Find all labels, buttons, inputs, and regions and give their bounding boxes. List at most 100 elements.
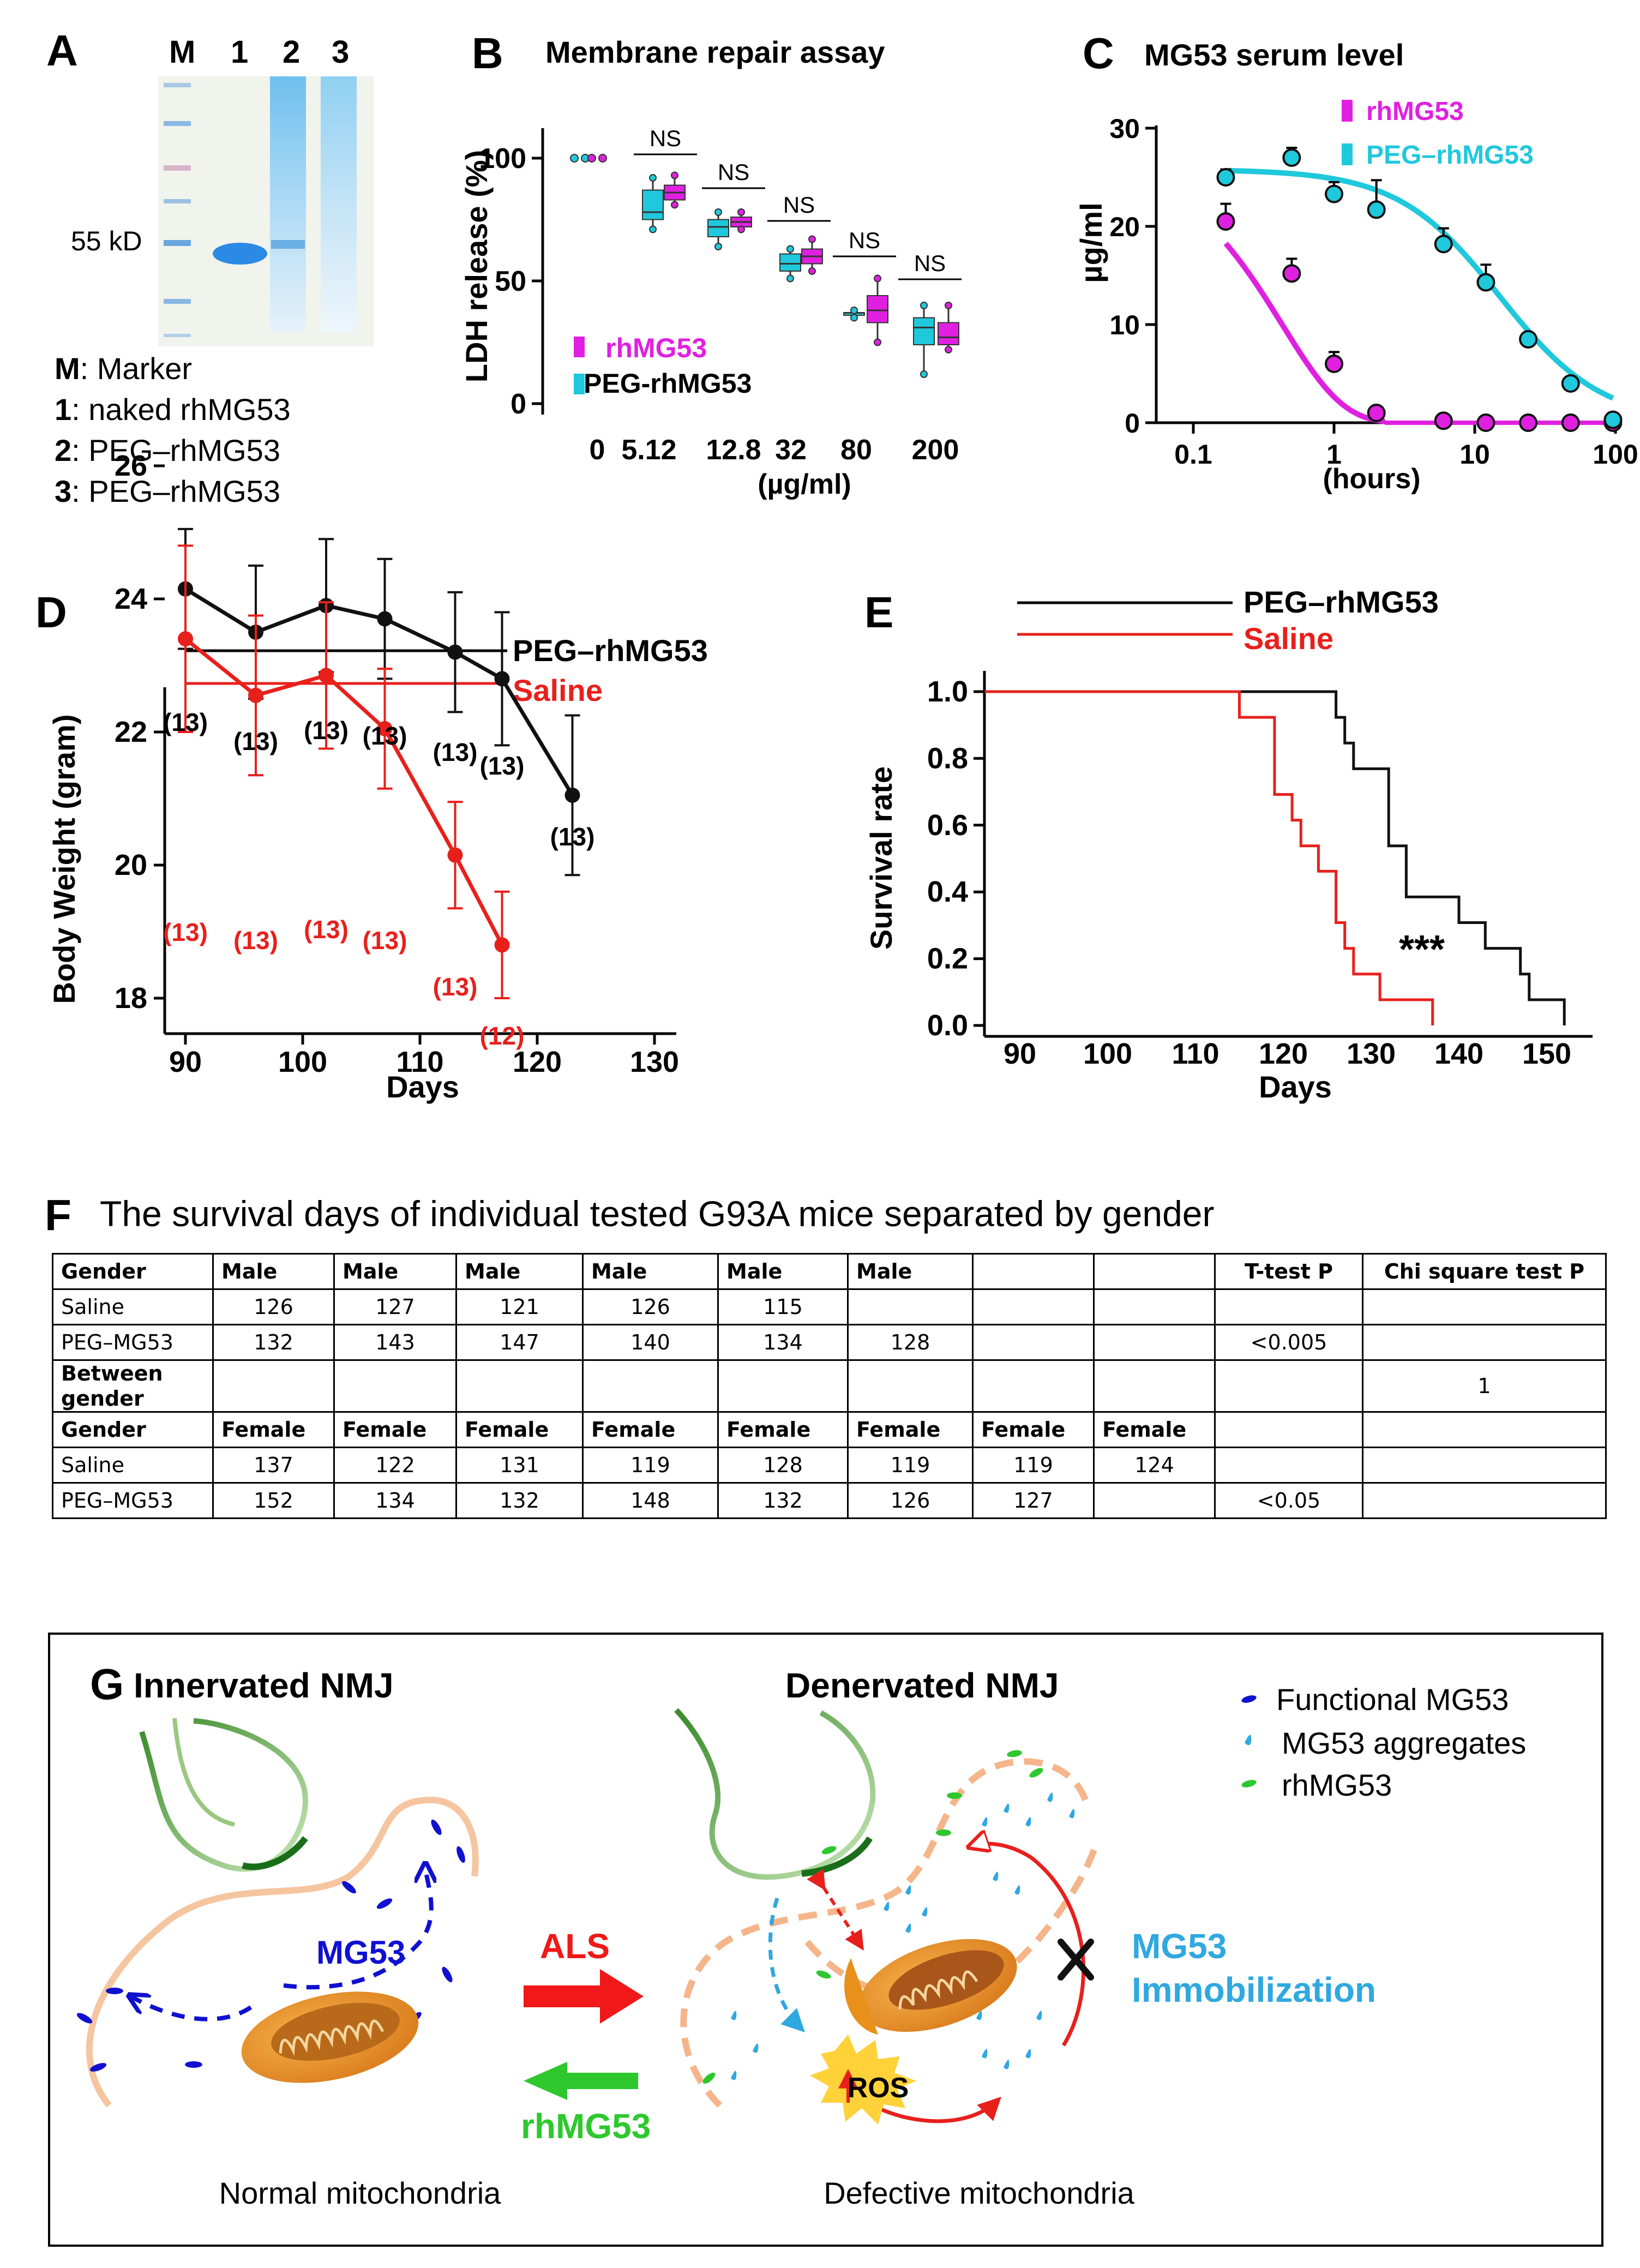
- panel-b-point: [649, 174, 657, 182]
- lane-label-1: 1: [231, 34, 248, 70]
- innervated-nmj-illustration: MG53 Normal mitochondria: [76, 1718, 501, 2210]
- table-cell: [1214, 1411, 1363, 1448]
- panel-c-point: [1603, 410, 1623, 429]
- table-cell: Male: [333, 1253, 457, 1290]
- table-cell: [972, 1288, 1095, 1325]
- table-cell: [717, 1359, 849, 1413]
- legend-text-2: : PEG–rhMG53: [71, 433, 280, 467]
- panel-b-point: [850, 307, 858, 314]
- panel-d-xtick-label: 90: [169, 1046, 202, 1078]
- survival-days-table: Gender Male Male Male Male Male Male T-test P Ch…: [52, 1253, 1607, 1519]
- table-cell: 119: [582, 1447, 719, 1484]
- panel-e-curve-peg: [984, 690, 1566, 1025]
- panel-d-xlabel: Days: [386, 1070, 459, 1104]
- panel-c-point: [1282, 264, 1301, 283]
- panel-d-xtick-label: 110: [396, 1046, 443, 1078]
- table-cell: 148: [582, 1482, 719, 1519]
- marker-ladder: [164, 83, 191, 337]
- panel-d-n-label-saline: (13): [233, 926, 278, 955]
- panel-c-ytick-label: 10: [1109, 310, 1140, 340]
- legend-key-2: 2: [55, 433, 71, 467]
- table-cell: [212, 1359, 335, 1413]
- blocked-x-icon: [1058, 1939, 1094, 1981]
- table-cell: Male: [847, 1253, 974, 1290]
- panel-b-point: [874, 274, 881, 283]
- panel-d-n-label-peg: (13): [433, 738, 478, 766]
- legend-key-m: M: [55, 351, 80, 386]
- panel-e-legend-peg: PEG–rhMG53: [1243, 585, 1439, 619]
- panel-d-n-label-peg: (13): [550, 823, 595, 851]
- table-row: Saline 126 127 121 126 115: [52, 1288, 1607, 1325]
- panel-d-legend-saline: Saline: [513, 673, 603, 707]
- panel-a: A M 1 2 3 55 kD M: Marker 1: naked rhMG5…: [46, 26, 374, 508]
- panel-b-xlabel: (µg/ml): [758, 469, 851, 500]
- panel-d-n-label-peg: (13): [363, 722, 407, 750]
- panel-a-letter: A: [46, 26, 78, 75]
- panel-d-n-label-saline: (13): [433, 973, 478, 1001]
- lane-label-3: 3: [332, 34, 349, 70]
- panel-g-legend-functional: Functional MG53: [1276, 1682, 1509, 1717]
- panel-b-xtick-label: 12.8: [706, 434, 761, 466]
- table-cell: Between gender: [52, 1359, 214, 1413]
- panel-g-right-caption: Defective mitochondria: [824, 2176, 1134, 2210]
- panel-e-xlabel: Days: [1259, 1070, 1332, 1104]
- panel-b-xtick-label: 0: [590, 434, 605, 466]
- panel-d-point: [319, 668, 334, 683]
- panel-c-point: [1519, 330, 1538, 349]
- table-cell: [847, 1288, 974, 1325]
- panel-b-point: [850, 314, 858, 322]
- panel-b-ns-label: NS: [914, 250, 946, 276]
- rhmg53-legend-icon: [1241, 1780, 1257, 1787]
- table-row: Between gender 1: [52, 1359, 1607, 1413]
- panel-d-legend-peg: PEG–rhMG53: [513, 633, 708, 668]
- panel-b-point: [786, 245, 794, 253]
- panel-c-point: [1476, 413, 1495, 432]
- defective-mitochondrion-icon: [844, 1939, 1017, 2035]
- table-cell: [972, 1359, 1095, 1413]
- panel-d-point: [248, 687, 263, 703]
- panel-d-n-label-peg: (13): [480, 752, 525, 780]
- table-cell: Female: [972, 1411, 1095, 1448]
- svg-text:2: PEG–rhMG53: 2: PEG–rhMG53: [55, 433, 280, 467]
- panel-b-legend-swatch-peg: [574, 374, 585, 394]
- table-cell: [582, 1359, 719, 1413]
- table-row: PEG–MG53 152 134 132 148 132 126 127 <0.05: [52, 1482, 1607, 1519]
- normal-mitochondrion-icon: [241, 1991, 419, 2083]
- panel-d-point: [447, 847, 463, 863]
- panel-e-ytick-label: 0.0: [927, 1009, 968, 1042]
- panel-b-point: [945, 346, 952, 353]
- panel-b-point: [786, 274, 794, 283]
- panel-c-letter: C: [1083, 29, 1114, 77]
- table-cell: 132: [717, 1482, 849, 1519]
- panel-c-ytick-label: 30: [1109, 113, 1140, 144]
- panel-e-xtick-label: 130: [1347, 1037, 1396, 1070]
- table-cell: 121: [455, 1288, 584, 1325]
- panel-b-box: [938, 322, 959, 345]
- panel-e-ytick-label: 0.2: [927, 943, 968, 975]
- table-cell: 126: [582, 1288, 719, 1325]
- panel-b: B Membrane repair assay LDH release (%) …: [459, 29, 962, 500]
- panel-c-legend-swatch-rhmg53: [1342, 100, 1353, 122]
- panel-e-xtick-label: 90: [1004, 1037, 1036, 1070]
- table-cell: Female: [1093, 1411, 1216, 1448]
- table-cell: Female: [582, 1411, 719, 1448]
- table-cell: Female: [847, 1411, 974, 1448]
- panel-d-point: [377, 611, 393, 627]
- panel-d-ytick-label: 22: [115, 716, 147, 748]
- panel-e-ytick-label: 0.8: [927, 742, 968, 775]
- panel-c-ytick-label: 20: [1109, 212, 1140, 242]
- panel-e-legend-saline: Saline: [1243, 621, 1333, 656]
- table-cell: [1093, 1253, 1216, 1290]
- panel-c-point: [1561, 413, 1580, 432]
- panel-d-n-label-saline: (12): [480, 1022, 525, 1050]
- panel-b-point: [598, 154, 607, 163]
- panel-e-ylabel: Survival rate: [864, 766, 898, 950]
- panel-f-letter: F: [45, 1191, 71, 1239]
- panel-d-n-label-saline: (13): [163, 918, 208, 946]
- rhmg53-rescue-label: rhMG53: [521, 2107, 651, 2146]
- table-cell: Saline: [52, 1447, 214, 1484]
- table-row: Gender Male Male Male Male Male Male T-test P Ch…: [52, 1253, 1607, 1290]
- table-cell: [1362, 1324, 1607, 1361]
- table-cell: 131: [455, 1447, 584, 1484]
- lane-label-2: 2: [283, 34, 300, 70]
